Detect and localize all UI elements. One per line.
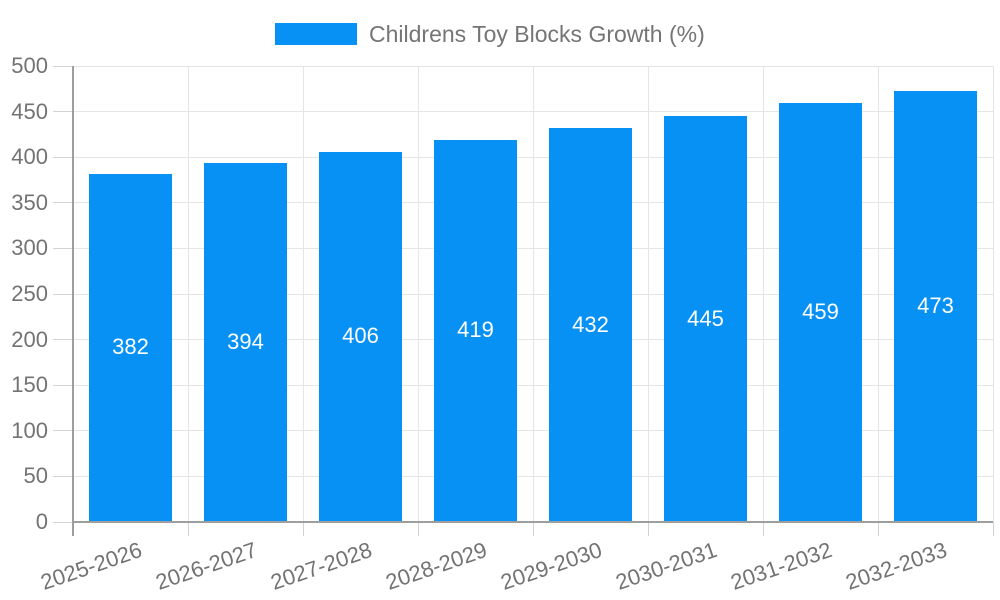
bar[interactable]: 394: [204, 162, 287, 521]
y-axis-tick-label: 200: [11, 326, 48, 352]
y-axis-tick-label: 250: [11, 281, 48, 306]
y-axis-tick: [53, 156, 72, 158]
gridline-vertical: [417, 66, 419, 522]
y-axis-line: [71, 66, 74, 536]
bar-value-label: 419: [457, 317, 494, 343]
y-axis-tick-label: 350: [11, 189, 48, 215]
gridline-vertical: [877, 66, 879, 522]
x-axis-tick: [992, 522, 994, 536]
bar[interactable]: 459: [779, 103, 862, 521]
gridline-vertical: [647, 66, 649, 522]
y-axis-tick: [53, 65, 72, 67]
x-axis-tick: [647, 522, 649, 536]
bar-value-label: 406: [342, 323, 379, 349]
y-axis-tick-label: 100: [11, 417, 48, 443]
gridline-vertical: [302, 66, 304, 522]
bar-value-label: 382: [112, 334, 149, 360]
bar-value-label: 459: [802, 299, 839, 325]
y-axis-tick-label: 400: [11, 144, 48, 170]
bar[interactable]: 406: [319, 151, 402, 521]
y-axis-tick: [53, 293, 72, 295]
x-axis-line: [73, 521, 993, 523]
y-axis-tick: [53, 521, 72, 523]
legend-label: Childrens Toy Blocks Growth (%): [369, 21, 705, 47]
x-axis-tick: [187, 522, 189, 536]
y-axis-tick-label: 150: [11, 372, 48, 398]
x-axis-tick: [877, 522, 879, 536]
chart-legend[interactable]: Childrens Toy Blocks Growth (%): [275, 21, 705, 47]
bar[interactable]: 473: [894, 90, 977, 521]
y-axis-tick: [53, 247, 72, 249]
gridline-vertical: [532, 66, 534, 522]
gridline-vertical: [187, 66, 189, 522]
y-axis-tick-label: 0: [35, 509, 48, 534]
bar-value-label: 432: [572, 311, 609, 337]
legend-swatch: [275, 23, 357, 45]
y-axis-tick: [53, 475, 72, 477]
x-axis-tick: [762, 522, 764, 536]
bar[interactable]: 419: [434, 139, 517, 521]
y-axis-tick-label: 300: [11, 235, 48, 261]
x-axis-tick: [417, 522, 419, 536]
y-axis-tick: [53, 339, 72, 341]
y-axis-tick-label: 450: [11, 98, 48, 124]
bar[interactable]: 445: [664, 116, 747, 521]
y-axis-tick: [53, 111, 72, 113]
x-axis-tick: [302, 522, 304, 536]
gridline-vertical: [762, 66, 764, 522]
gridline-vertical: [992, 66, 994, 522]
y-axis-tick: [53, 430, 72, 432]
y-axis-tick: [53, 202, 72, 204]
bar[interactable]: 382: [89, 173, 172, 521]
bar-value-label: 445: [687, 305, 724, 331]
x-axis-tick: [532, 522, 534, 536]
y-axis-tick: [53, 384, 72, 386]
bar-value-label: 473: [917, 292, 954, 318]
y-axis-tick-label: 50: [23, 463, 48, 489]
bar-value-label: 394: [227, 328, 264, 354]
y-axis-tick-label: 500: [11, 53, 48, 78]
bar[interactable]: 432: [549, 128, 632, 521]
